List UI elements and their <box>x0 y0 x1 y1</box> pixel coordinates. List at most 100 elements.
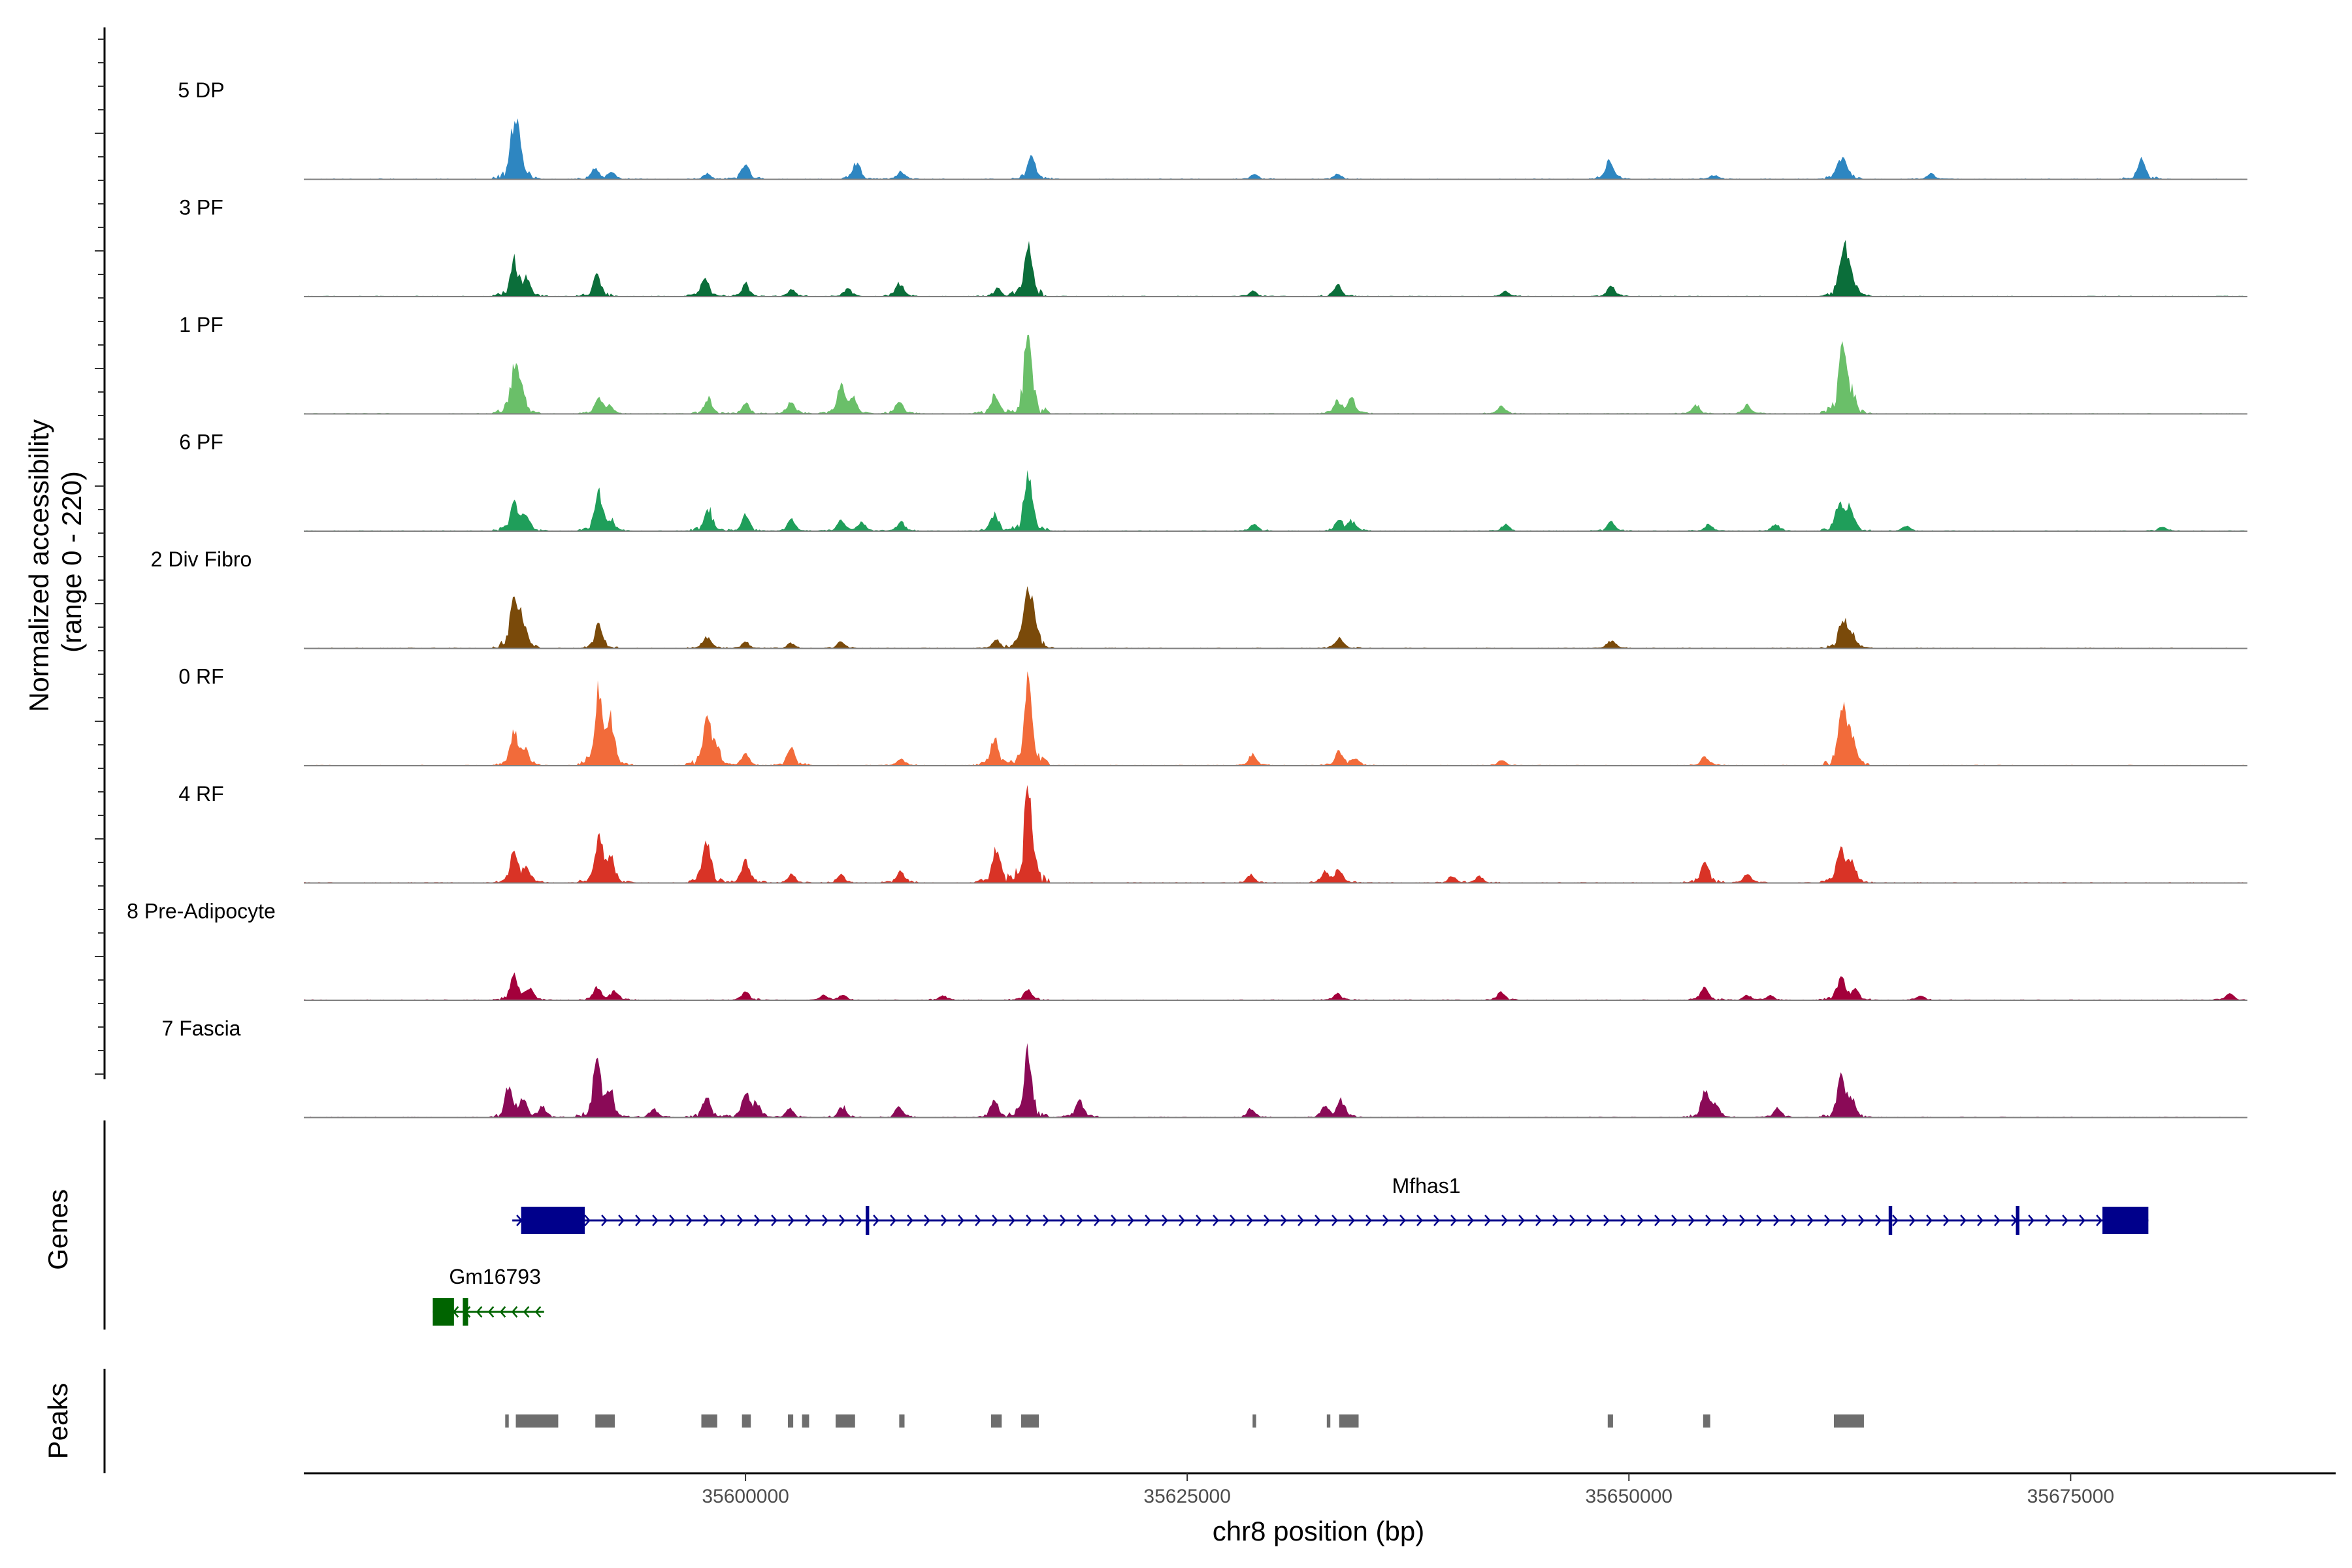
strand-chevron <box>975 1215 981 1226</box>
strand-chevron <box>2062 1215 2068 1226</box>
strand-chevron <box>1773 1215 1780 1226</box>
strand-chevron <box>1433 1215 1440 1226</box>
peak-region <box>1833 1414 1864 1428</box>
strand-chevron <box>958 1215 964 1226</box>
gene-exon <box>2016 1206 2019 1235</box>
strand-chevron <box>2045 1215 2051 1226</box>
strand-chevron <box>686 1215 693 1226</box>
strand-chevron <box>1298 1215 1304 1226</box>
strand-chevron <box>1179 1215 1185 1226</box>
strand-chevron <box>1518 1215 1525 1226</box>
peaks-panel: Peaks <box>42 1369 1864 1473</box>
peak-region <box>701 1414 717 1428</box>
strand-chevron <box>1060 1215 1066 1226</box>
strand-chevron <box>1756 1215 1763 1226</box>
strand-chevron <box>771 1215 777 1226</box>
strand-chevron <box>1247 1215 1253 1226</box>
track-label: 7 Fascia <box>162 1017 241 1040</box>
strand-chevron <box>1450 1215 1457 1226</box>
strand-chevron <box>1654 1215 1661 1226</box>
strand-chevron <box>1994 1215 2001 1226</box>
strand-chevron <box>618 1215 625 1226</box>
strand-chevron <box>1348 1215 1355 1226</box>
strand-chevron <box>601 1215 608 1226</box>
track-label: 6 PF <box>179 431 223 454</box>
strand-chevron <box>1196 1215 1202 1226</box>
peak-region <box>1607 1414 1613 1428</box>
x-tick-label: 35625000 <box>1143 1486 1230 1507</box>
strand-chevron <box>534 1306 542 1318</box>
strand-chevron <box>2096 1215 2102 1226</box>
strand-chevron <box>1722 1215 1729 1226</box>
strand-chevron <box>1111 1215 1117 1226</box>
strand-chevron <box>890 1215 896 1226</box>
strand-chevron <box>907 1215 913 1226</box>
strand-chevron <box>1637 1215 1644 1226</box>
strand-chevron <box>822 1215 828 1226</box>
strand-chevron <box>1128 1215 1134 1226</box>
strand-chevron <box>1077 1215 1083 1226</box>
strand-chevron <box>584 1215 591 1226</box>
strand-chevron <box>1858 1215 1865 1226</box>
peak-region <box>787 1414 794 1428</box>
x-axis-title: chr8 position (bp) <box>1213 1516 1425 1546</box>
strand-chevron <box>839 1215 845 1226</box>
y-axis-title-line-1: Normalized accessibility <box>24 419 54 712</box>
strand-chevron <box>1739 1215 1746 1226</box>
track-label: 2 Div Fibro <box>151 547 252 571</box>
y-axis-title-line-2: (range 0 - 220) <box>56 471 87 653</box>
strand-chevron <box>737 1215 743 1226</box>
strand-chevron <box>924 1215 930 1226</box>
strand-chevron <box>1365 1215 1372 1226</box>
gene-exon <box>433 1298 454 1326</box>
strand-chevron <box>1094 1215 1100 1226</box>
strand-chevron <box>1705 1215 1712 1226</box>
strand-chevron <box>2028 1215 2034 1226</box>
genes-panel-title: Genes <box>42 1189 73 1270</box>
coverage-6-pf <box>304 470 2247 531</box>
track-label: 0 RF <box>178 665 223 689</box>
strand-chevron <box>703 1215 710 1226</box>
track-label: 8 Pre-Adipocyte <box>127 900 276 923</box>
strand-chevron <box>788 1215 794 1226</box>
coverage-1-pf <box>304 335 2247 414</box>
strand-chevron <box>669 1215 676 1226</box>
strand-chevron <box>1315 1215 1321 1226</box>
strand-chevron <box>1026 1215 1032 1226</box>
strand-chevron <box>1535 1215 1542 1226</box>
strand-chevron <box>1264 1215 1270 1226</box>
gene-exon <box>865 1206 870 1235</box>
strand-chevron <box>941 1215 947 1226</box>
strand-chevron <box>1552 1215 1559 1226</box>
strand-chevron <box>992 1215 998 1226</box>
peaks-panel-title: Peaks <box>42 1383 73 1460</box>
strand-chevron <box>1331 1215 1338 1226</box>
x-tick-label: 35600000 <box>702 1486 789 1507</box>
strand-chevron <box>1977 1215 1984 1226</box>
strand-chevron <box>1841 1215 1848 1226</box>
peak-region <box>742 1414 751 1428</box>
peak-region <box>1021 1414 1039 1428</box>
strand-chevron <box>1501 1215 1508 1226</box>
gene-exon <box>1888 1206 1893 1235</box>
peak-region <box>1703 1414 1710 1428</box>
strand-chevron <box>1162 1215 1168 1226</box>
strand-chevron <box>652 1215 659 1226</box>
coverage-2-div-fibro <box>304 586 2247 649</box>
strand-chevron <box>1960 1215 1967 1226</box>
strand-chevron <box>720 1215 727 1226</box>
coverage-tracks: 5 DP 3 PF 1 PF 6 PF 2 Div Fibro 0 RF 4 RF 8 Pre… <box>127 78 2247 1119</box>
gene-exon <box>463 1298 468 1326</box>
strand-chevron <box>1230 1215 1236 1226</box>
strand-chevron <box>1688 1215 1695 1226</box>
strand-chevron <box>754 1215 760 1226</box>
strand-chevron <box>1875 1215 1882 1226</box>
x-axis: chr8 position (bp) 35600000 35625000 35650… <box>304 1472 2336 1546</box>
x-tick-label: 35650000 <box>1586 1486 1673 1507</box>
strand-chevron <box>1399 1215 1406 1226</box>
gene-label-gm16793: Gm16793 <box>449 1265 541 1288</box>
gene-exon <box>2102 1207 2149 1234</box>
coverage-5-dp <box>304 118 2247 180</box>
strand-chevron <box>805 1215 811 1226</box>
